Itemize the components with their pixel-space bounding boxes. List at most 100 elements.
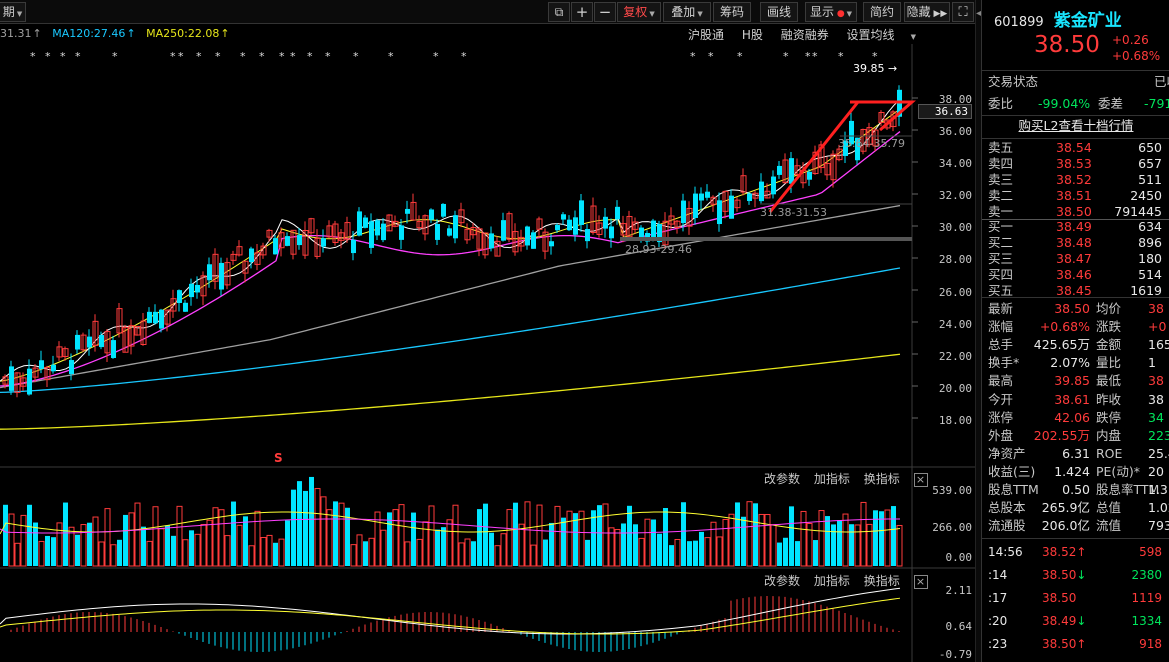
macd-axis-mid: 0.64 bbox=[945, 620, 973, 633]
volume-bar bbox=[254, 510, 261, 567]
panel-separator[interactable]: ◀ bbox=[975, 0, 984, 662]
volume-bar bbox=[146, 540, 153, 567]
fullscreen-icon[interactable]: ⛶ bbox=[952, 2, 974, 22]
margin-link[interactable]: 融资融券 bbox=[780, 28, 829, 42]
high-marker: 39.85 → bbox=[853, 62, 898, 75]
volume-bar bbox=[477, 509, 482, 566]
stat-value: 38 bbox=[1148, 391, 1164, 407]
volume-bar bbox=[687, 541, 692, 566]
candle-body bbox=[674, 220, 681, 229]
copy-icon[interactable]: ⧉ bbox=[548, 2, 570, 22]
price-axis-label: 28.00 bbox=[938, 253, 972, 266]
stat-label: 今开 bbox=[988, 391, 1014, 407]
event-marker: * bbox=[690, 50, 696, 63]
vol-switch-indicator[interactable]: 换指标 bbox=[863, 472, 900, 486]
ma-settings-link[interactable]: 设置均线 ▼ bbox=[846, 28, 916, 42]
chevron-down-icon: ▼ bbox=[697, 10, 703, 18]
stock-name[interactable]: 紫金矿业 bbox=[1053, 11, 1122, 31]
close-icon[interactable]: × bbox=[913, 472, 928, 487]
candle-body bbox=[567, 219, 572, 231]
volume-bar bbox=[866, 523, 873, 567]
volume-bar bbox=[710, 521, 717, 567]
candle-body bbox=[764, 190, 771, 199]
candle-body bbox=[489, 233, 494, 249]
candle-body bbox=[740, 175, 747, 193]
volume-bar bbox=[63, 502, 68, 566]
chouma-button[interactable]: 筹码 bbox=[713, 2, 751, 22]
volume-bar bbox=[110, 544, 117, 567]
volume-bar bbox=[884, 509, 891, 567]
event-marker: * bbox=[461, 50, 467, 63]
volume-bar bbox=[8, 513, 15, 567]
stat-label: ROE bbox=[1096, 445, 1123, 461]
kline-chart[interactable]: * * * * * * * * * * * * * * * * * * * * * * * * * * * bbox=[0, 44, 975, 662]
volume-bar bbox=[681, 502, 686, 566]
candle-body bbox=[752, 192, 759, 199]
volume-bar bbox=[518, 523, 525, 567]
bids-volume: 1619 bbox=[1130, 283, 1162, 298]
candle-body bbox=[39, 360, 44, 369]
candle-body bbox=[375, 220, 380, 236]
period-selector[interactable]: 期 ▼ bbox=[0, 2, 26, 22]
volume-bar bbox=[471, 541, 476, 566]
volume-bar bbox=[602, 503, 609, 567]
stat-value: 202.55万 bbox=[1033, 427, 1090, 443]
candle-body bbox=[441, 203, 446, 217]
tick-volume: 1493 bbox=[1112, 658, 1162, 662]
vol-add-indicator[interactable]: 加指标 bbox=[813, 472, 850, 486]
price-axis-label: 36.00 bbox=[938, 125, 972, 138]
volume-bar bbox=[266, 534, 273, 567]
volume-bar bbox=[374, 511, 381, 567]
xianshi-button[interactable]: 显示 ● ▼ bbox=[805, 2, 857, 22]
up-arrow-icon: ↑ bbox=[1076, 545, 1087, 559]
candle-body bbox=[357, 211, 362, 236]
minus-icon[interactable]: − bbox=[594, 2, 616, 22]
jianyue-button[interactable]: 简约 bbox=[863, 2, 901, 22]
volume-bar bbox=[356, 534, 363, 567]
hshare-link[interactable]: H股 bbox=[741, 28, 763, 42]
macd-switch-indicator[interactable]: 换指标 bbox=[863, 574, 900, 588]
l2-link[interactable]: 购买L2查看十档行情 bbox=[1018, 118, 1134, 133]
candle-body bbox=[878, 111, 885, 124]
macd-param-button[interactable]: 改参数 bbox=[764, 574, 801, 588]
yincang-button[interactable]: 隐藏 ▶▶ bbox=[904, 2, 950, 22]
stock-header: 601899 紫金矿业 bbox=[994, 6, 1122, 31]
macd-dea-line bbox=[0, 597, 901, 635]
candle-body bbox=[662, 220, 669, 246]
candle-body bbox=[285, 236, 290, 246]
candle-body bbox=[212, 253, 219, 282]
collapse-arrow-icon[interactable]: ◀ bbox=[976, 8, 984, 19]
macd-add-indicator[interactable]: 加指标 bbox=[813, 574, 850, 588]
huaxian-button[interactable]: 画线 bbox=[760, 2, 798, 22]
stat-value: 1 bbox=[1148, 355, 1156, 371]
vol-param-button[interactable]: 改参数 bbox=[764, 472, 801, 486]
volume-bar bbox=[345, 507, 350, 566]
hgt-link[interactable]: 沪股通 bbox=[688, 28, 725, 42]
event-marker: * bbox=[325, 50, 331, 63]
last-price: 38.50 bbox=[1034, 32, 1100, 58]
volume-bar bbox=[614, 529, 621, 567]
volume-bar bbox=[651, 519, 656, 566]
diejia-button[interactable]: 叠加 ▼ bbox=[663, 2, 711, 22]
fuquan-button[interactable]: 复权 ▼ bbox=[617, 2, 661, 22]
candle-body bbox=[549, 241, 554, 247]
close-icon[interactable]: × bbox=[913, 574, 928, 589]
annotation-1: 35.64-35.79 bbox=[838, 137, 905, 150]
candle-body bbox=[458, 209, 465, 224]
candle-body bbox=[80, 334, 87, 351]
candle-body bbox=[579, 200, 584, 225]
macd-dif-line bbox=[0, 587, 901, 635]
stat-value: 1.424 bbox=[1054, 463, 1090, 479]
volume-bar bbox=[98, 541, 105, 567]
candle-body bbox=[242, 260, 249, 274]
volume-bar bbox=[200, 523, 207, 567]
candle-body bbox=[338, 232, 345, 241]
volume-bar bbox=[171, 535, 176, 566]
candle-body bbox=[122, 326, 129, 353]
candle-body bbox=[573, 217, 578, 235]
plus-icon[interactable]: + bbox=[571, 2, 593, 22]
tick-time: :26 bbox=[988, 658, 1024, 662]
tick-row: :20 38.49↓ 1334 bbox=[988, 612, 1169, 630]
asks-row: 卖四 38.53 657 bbox=[988, 156, 1169, 172]
price-axis-label: 22.00 bbox=[938, 350, 972, 363]
